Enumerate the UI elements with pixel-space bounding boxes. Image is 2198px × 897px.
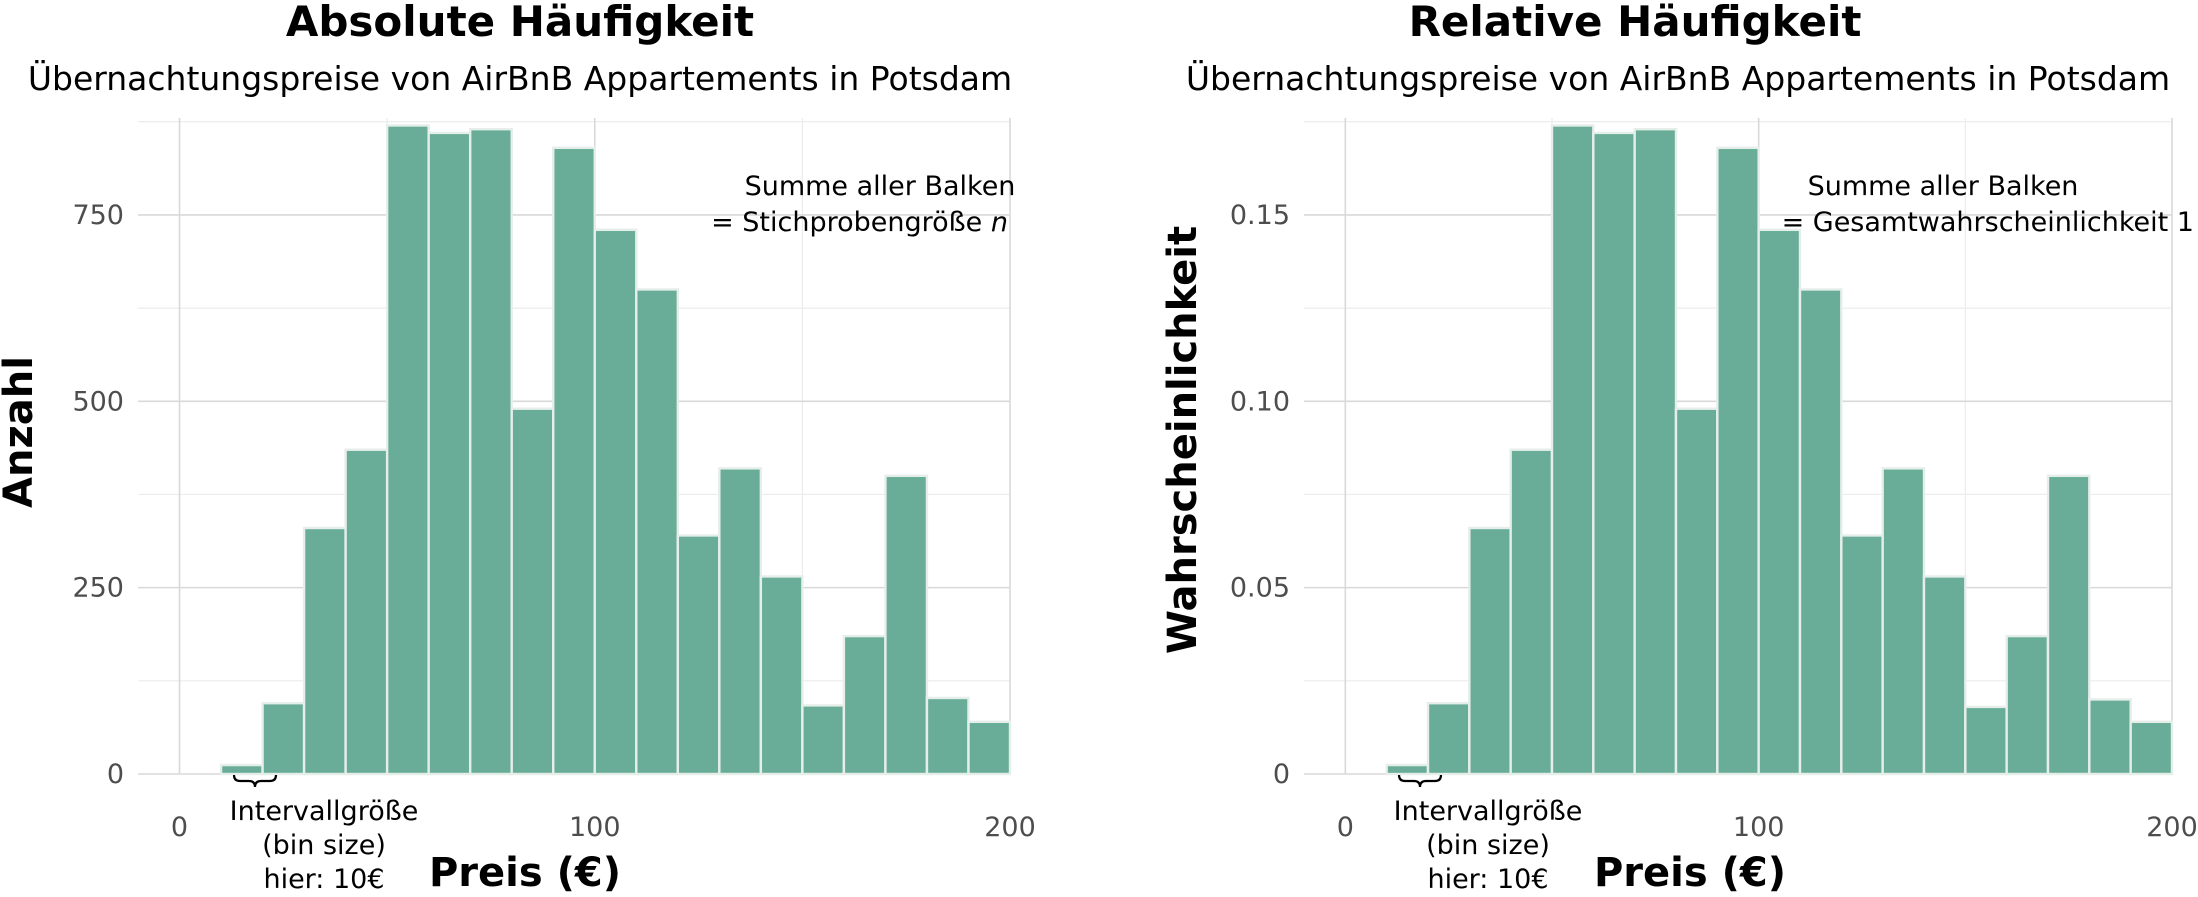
bin-note-line-3: hier: 10€: [263, 864, 384, 895]
annotation-line-1: Summe aller Balken: [1808, 171, 2079, 202]
histogram-bar: [1550, 124, 1595, 776]
annotation-sum: Summe aller Balken = Gesamtwahrscheinlic…: [1782, 171, 2194, 238]
histogram-bar: [593, 228, 638, 776]
chart-title: Relative Häufigkeit: [1409, 0, 1862, 46]
histogram-bar: [1840, 534, 1884, 776]
histogram-bar: [925, 696, 970, 776]
bin-note-line-3: hier: 10€: [1427, 864, 1548, 895]
bin-note-line-1: Intervallgröße: [1394, 796, 1583, 827]
histogram-bar: [1674, 407, 1719, 776]
annotation-line-1: Summe aller Balken: [745, 171, 1016, 202]
histogram-bar: [1716, 146, 1760, 776]
histogram-bar: [552, 146, 596, 776]
y-tick-label: 750: [72, 200, 124, 231]
bin-brace-icon: [232, 774, 278, 788]
y-tick-label: 500: [72, 386, 124, 417]
chart-subtitle: Übernachtungspreise von AirBnB Apparteme…: [1186, 58, 2170, 98]
annotation-n: n: [991, 207, 1008, 238]
histogram-bar: [676, 534, 721, 776]
histogram-bar: [385, 124, 430, 776]
x-axis-title: Preis (€): [429, 850, 621, 896]
histogram-bar: [1922, 575, 1967, 776]
histogram-bar: [1633, 127, 1678, 776]
y-tick-label: 0: [1273, 759, 1290, 790]
relative-frequency-panel: Relative Häufigkeit Übernachtungspreise …: [1160, 0, 2198, 896]
histogram-bar: [1468, 526, 1512, 776]
y-tick-labels: 0 250 500 750: [72, 200, 124, 790]
histogram-bar: [219, 763, 264, 776]
histogram-bar: [884, 474, 929, 776]
histogram-bar: [2129, 720, 2174, 776]
y-tick-label: 0.10: [1230, 386, 1290, 417]
annotation-sum: Summe aller Balken = Stichprobengröße n: [711, 171, 1015, 238]
bars: [1385, 124, 2174, 776]
histogram-bar: [2088, 698, 2132, 776]
histogram-bar: [510, 407, 555, 776]
histogram-bar: [2046, 474, 2091, 776]
bin-note-line-2: (bin size): [1426, 830, 1550, 861]
x-tick-label: 0: [171, 812, 188, 843]
histogram-bar: [1385, 763, 1430, 776]
histogram-bar: [1426, 701, 1471, 776]
bin-note-line-2: (bin size): [262, 830, 386, 861]
histogram-bar: [842, 634, 887, 776]
y-axis-title: Wahrscheinlichkeit: [1160, 226, 1206, 654]
histogram-bar: [261, 701, 306, 776]
annotation-line-2: = Gesamtwahrscheinlichkeit 1: [1782, 207, 2194, 238]
y-tick-labels: 0 0.05 0.10 0.15: [1230, 200, 1290, 790]
bin-size-note: Intervallgröße (bin size) hier: 10€: [230, 774, 419, 895]
histogram-bar: [468, 127, 513, 776]
absolute-frequency-panel: Absolute Häufigkeit Übernachtungspreise …: [0, 0, 1036, 896]
histogram-bar: [302, 526, 347, 776]
histogram-bar: [759, 575, 804, 776]
histogram-bar: [427, 131, 472, 776]
histogram-bar: [967, 720, 1012, 776]
x-tick-labels: 0 100 200: [171, 812, 1036, 843]
bin-size-note: Intervallgröße (bin size) hier: 10€: [1394, 774, 1583, 895]
histogram-bar: [344, 448, 389, 776]
x-tick-label: 200: [2146, 812, 2198, 843]
x-tick-label: 0: [1337, 812, 1354, 843]
histogram-bar: [1881, 467, 1926, 776]
histogram-bar: [1592, 131, 1636, 776]
histogram-bar: [801, 704, 846, 776]
histogram-bar: [1509, 448, 1554, 776]
y-tick-label: 0.15: [1230, 200, 1290, 231]
histogram-bar: [2005, 634, 2050, 776]
bin-note-line-1: Intervallgröße: [230, 796, 419, 827]
histogram-bar: [1757, 228, 1802, 776]
y-axis-title: Anzahl: [0, 356, 42, 508]
histogram-bar: [718, 467, 763, 776]
bin-brace-icon: [1397, 774, 1443, 788]
annotation-line-2-text: = Stichprobengröße: [711, 207, 991, 238]
x-axis-title: Preis (€): [1594, 850, 1786, 896]
chart-title: Absolute Häufigkeit: [286, 0, 754, 46]
y-tick-label: 0.05: [1230, 573, 1290, 604]
histogram-bar: [1964, 705, 2008, 776]
y-tick-label: 250: [72, 573, 124, 604]
histogram-bar: [1798, 288, 1843, 776]
histogram-bar: [635, 288, 680, 776]
bars: [219, 124, 1012, 776]
x-tick-labels: 0 100 200: [1337, 812, 2198, 843]
x-tick-label: 100: [569, 812, 621, 843]
chart-subtitle: Übernachtungspreise von AirBnB Apparteme…: [28, 58, 1012, 98]
annotation-line-2: = Stichprobengröße n: [711, 207, 1008, 238]
x-tick-label: 100: [1733, 812, 1785, 843]
x-tick-label: 200: [984, 812, 1036, 843]
y-tick-label: 0: [107, 759, 124, 790]
